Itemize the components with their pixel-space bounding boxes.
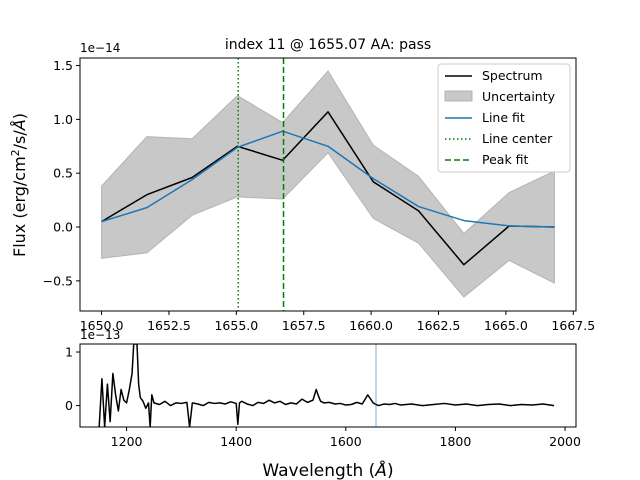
top-y-ticks: −0.5 0.0 0.5 1.0 1.5 <box>43 58 80 288</box>
bottom-x-axis-label: Wavelength (Å) <box>262 459 393 480</box>
bottom-axes-frame <box>79 343 577 428</box>
top-line-fit-line <box>101 130 555 228</box>
bottom-panel: 1200 1400 1600 1800 2000 01 1e−13 Wavelength… <box>65 328 581 480</box>
top-y-tick-label: 1.5 <box>53 58 73 73</box>
legend-line-center-label: Line center <box>482 131 553 146</box>
bottom-x-ticks: 1200 1400 1600 1800 2000 <box>111 427 581 449</box>
legend-uncertainty-label: Uncertainty <box>482 89 556 104</box>
top-x-tick-label: 1650.0 <box>80 318 124 333</box>
top-x-tick-label: 1667.5 <box>551 318 595 333</box>
top-chart-title: index 11 @ 1655.07 AA: pass <box>225 37 431 53</box>
legend-line-fit-label: Line fit <box>482 110 525 125</box>
top-axes-frame <box>79 57 577 312</box>
top-y-axis-label: Flux (erg/cm2/s/Å) <box>9 113 29 257</box>
top-y-tick-label: 0.5 <box>53 166 73 181</box>
top-x-tick-label: 1665.0 <box>484 318 528 333</box>
bottom-series-0-line <box>98 344 555 427</box>
top-uncertainty-band <box>101 70 555 298</box>
top-x-ticks: 1650.0 1652.5 1655.0 1657.5 1660.0 1662.5 1665… <box>80 311 595 333</box>
legend: Spectrum Uncertainty Line fit Line cente… <box>437 63 571 173</box>
top-panel: 1650.0 1652.5 1655.0 1657.5 1660.0 1662.5 1665… <box>9 37 595 333</box>
top-spectrum-line <box>101 111 555 266</box>
bottom-x-tick-label: 1800 <box>440 434 472 449</box>
top-offset-text: 1e−14 <box>80 41 120 55</box>
legend-uncertainty-swatch <box>444 90 473 102</box>
top-x-tick-label: 1652.5 <box>147 318 191 333</box>
bottom-x-tick-label: 1600 <box>330 434 362 449</box>
top-y-tick-label: 0.0 <box>53 220 73 235</box>
top-plot-area <box>101 58 555 311</box>
bottom-x-tick-label: 1200 <box>111 434 143 449</box>
legend-peak-fit-label: Peak fit <box>482 152 529 167</box>
bottom-plot-area <box>98 344 555 427</box>
bottom-x-tick-label: 2000 <box>549 434 581 449</box>
bottom-y-tick-label: 1 <box>65 345 73 360</box>
top-y-tick-label: 1.0 <box>53 112 73 127</box>
top-y-tick-label: −0.5 <box>43 273 73 288</box>
top-x-tick-label: 1662.5 <box>417 318 461 333</box>
top-x-tick-label: 1657.5 <box>282 318 326 333</box>
bottom-offset-text: 1e−13 <box>80 328 120 342</box>
legend-spectrum-label: Spectrum <box>482 68 543 83</box>
bottom-y-ticks: 01 <box>65 345 80 413</box>
top-x-tick-label: 1655.0 <box>214 318 258 333</box>
top-x-tick-label: 1660.0 <box>349 318 393 333</box>
bottom-x-tick-label: 1400 <box>220 434 252 449</box>
bottom-y-tick-label: 0 <box>65 398 73 413</box>
